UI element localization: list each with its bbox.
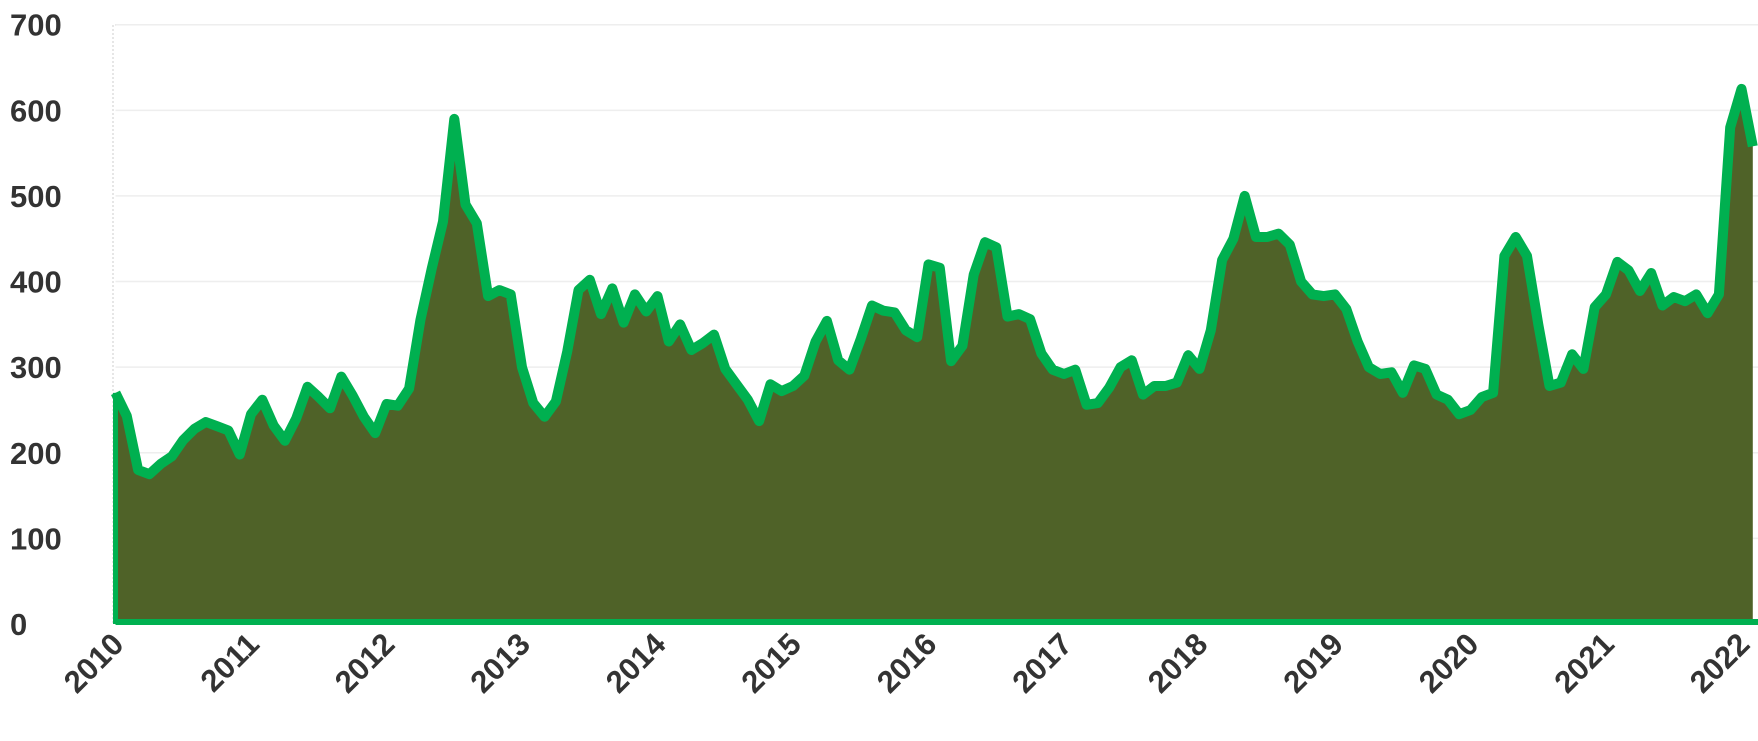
line <box>111 83 1758 480</box>
x-tick-label: 2010 <box>57 626 131 700</box>
x-tick-label: 2020 <box>1412 626 1486 700</box>
y-tick-label: 600 <box>10 93 62 128</box>
y-tick-label: 0 <box>10 607 27 642</box>
x-tick-label: 2019 <box>1276 626 1350 700</box>
x-tick-label: 2016 <box>870 626 944 700</box>
x-tick-label: 2021 <box>1547 626 1621 700</box>
x-tick-label: 2018 <box>1141 626 1215 700</box>
x-tick-label: 2013 <box>463 626 537 700</box>
x-tick-label: 2011 <box>194 626 266 698</box>
x-tick-label: 2012 <box>328 626 402 700</box>
y-tick-label: 500 <box>10 179 62 214</box>
y-tick-label: 400 <box>10 265 62 300</box>
area <box>115 88 1753 624</box>
y-tick-label: 100 <box>10 521 62 556</box>
x-tick-label: 2022 <box>1683 626 1757 700</box>
x-tick-label: 2017 <box>1005 626 1079 700</box>
y-tick-label: 200 <box>10 436 62 471</box>
y-tick-label: 300 <box>10 350 62 385</box>
x-tick-label: 2014 <box>599 626 673 700</box>
y-tick-label: 700 <box>10 8 62 43</box>
x-tick-label: 2015 <box>734 626 808 700</box>
